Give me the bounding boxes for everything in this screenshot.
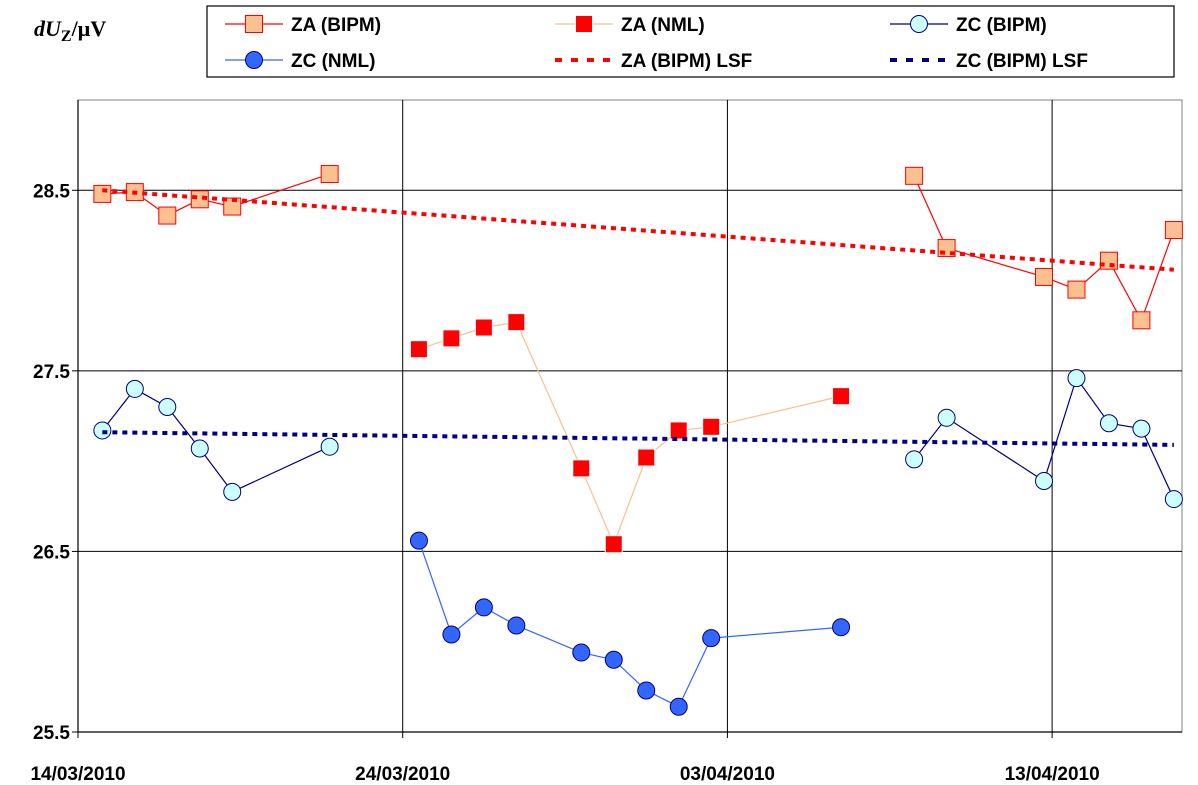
circle-marker	[409, 531, 428, 550]
square-marker	[1132, 311, 1151, 330]
circle-marker	[637, 681, 656, 700]
circle-marker	[905, 450, 924, 469]
circle-marker	[669, 697, 688, 716]
y-tick-label: 27.5	[33, 362, 70, 383]
square-marker	[669, 421, 688, 440]
legend-item: ZC (NML)	[225, 51, 375, 72]
legend-item: ZC (BIPM) LSF	[890, 51, 1088, 72]
circle-marker	[937, 408, 956, 427]
circle-marker	[604, 650, 623, 669]
legend-label: ZC (BIPM) LSF	[956, 51, 1088, 72]
legend-item: ZA (NML)	[555, 15, 705, 36]
circle-marker	[832, 618, 851, 637]
y-tick-label: 26.5	[33, 542, 70, 563]
circle-marker	[223, 482, 242, 501]
legend-square-marker	[245, 15, 263, 33]
square-marker	[93, 184, 112, 203]
square-marker	[572, 459, 591, 478]
legend-label: ZA (BIPM) LSF	[621, 51, 752, 72]
circle-marker	[1099, 414, 1118, 433]
x-tick-label: 13/04/2010	[1005, 764, 1100, 785]
circle-marker	[125, 379, 144, 398]
legend-item: ZA (BIPM)	[225, 15, 381, 36]
circle-marker	[93, 421, 112, 440]
legend-label: ZC (BIPM)	[956, 15, 1047, 36]
square-marker	[474, 318, 493, 337]
series-zc-bipm	[93, 369, 1183, 509]
legend-label: ZC (NML)	[291, 51, 375, 72]
square-marker	[1035, 267, 1053, 286]
legend-label: ZA (NML)	[621, 15, 705, 36]
legend-circle-marker	[245, 51, 263, 69]
x-tick-label: 14/03/2010	[30, 764, 125, 785]
y-tick-label: 25.5	[33, 723, 70, 744]
y-axis-label-sub: Z	[61, 28, 72, 45]
square-marker	[637, 448, 656, 467]
square-marker	[604, 535, 623, 554]
series-line	[101, 388, 330, 493]
circle-marker	[474, 598, 493, 617]
plot-frame	[77, 99, 1183, 733]
legend-label: ZA (BIPM)	[291, 15, 381, 36]
square-marker	[1067, 280, 1086, 299]
square-marker	[158, 206, 177, 225]
circle-marker	[1132, 419, 1151, 438]
axes: 25.5 26.5 27.5 28.5 14/03/2010 24/03/2010 03/0…	[30, 100, 1182, 785]
square-marker	[702, 417, 721, 436]
circle-marker	[572, 643, 591, 662]
legend-square-marker	[575, 15, 593, 33]
square-marker	[832, 387, 851, 406]
y-tick-label: 28.5	[33, 181, 70, 202]
circle-marker	[1164, 490, 1183, 509]
legend-frame	[206, 5, 1175, 78]
series-line	[418, 321, 842, 546]
circle-marker	[1067, 369, 1086, 388]
circle-marker	[507, 616, 526, 635]
legend-item: ZC (BIPM)	[890, 15, 1047, 36]
square-marker	[409, 340, 428, 359]
series-za-bipm-lsf	[102, 188, 1175, 272]
series-zc-nml	[409, 531, 851, 716]
series-layer	[93, 165, 1183, 716]
circle-marker	[702, 629, 721, 648]
circle-marker	[158, 397, 177, 416]
circle-marker	[320, 437, 339, 456]
x-tick-label: 03/04/2010	[680, 764, 775, 785]
y-axis-label: dUZ/µV	[34, 16, 106, 45]
x-tick-label: 24/03/2010	[355, 764, 450, 785]
square-marker	[1164, 221, 1183, 240]
lsf-line	[102, 430, 1174, 447]
series-za-nml	[409, 313, 851, 554]
circle-marker	[190, 439, 209, 458]
legend-circle-marker	[910, 15, 928, 33]
y-axis-label-main: dU	[34, 16, 62, 41]
circle-marker	[1035, 472, 1053, 491]
circle-marker	[442, 625, 461, 644]
lsf-line	[102, 188, 1175, 272]
square-marker	[1099, 251, 1118, 270]
square-marker	[190, 190, 209, 209]
series-line	[418, 540, 842, 708]
square-marker	[320, 165, 339, 184]
square-marker	[442, 329, 461, 348]
y-axis-label-unit: /µV	[71, 16, 107, 41]
legend-item: ZA (BIPM) LSF	[555, 51, 752, 72]
gridlines	[78, 100, 1182, 732]
plot-area: 25.5 26.5 27.5 28.5 14/03/2010 24/03/2010 03/0…	[30, 99, 1183, 785]
legend: ZA (BIPM) ZA (NML) ZC (BIPM) ZC (NML) ZA (BI…	[206, 5, 1175, 78]
series-zc-bipm-lsf	[102, 430, 1174, 447]
square-marker	[507, 313, 526, 332]
square-marker	[905, 166, 924, 185]
